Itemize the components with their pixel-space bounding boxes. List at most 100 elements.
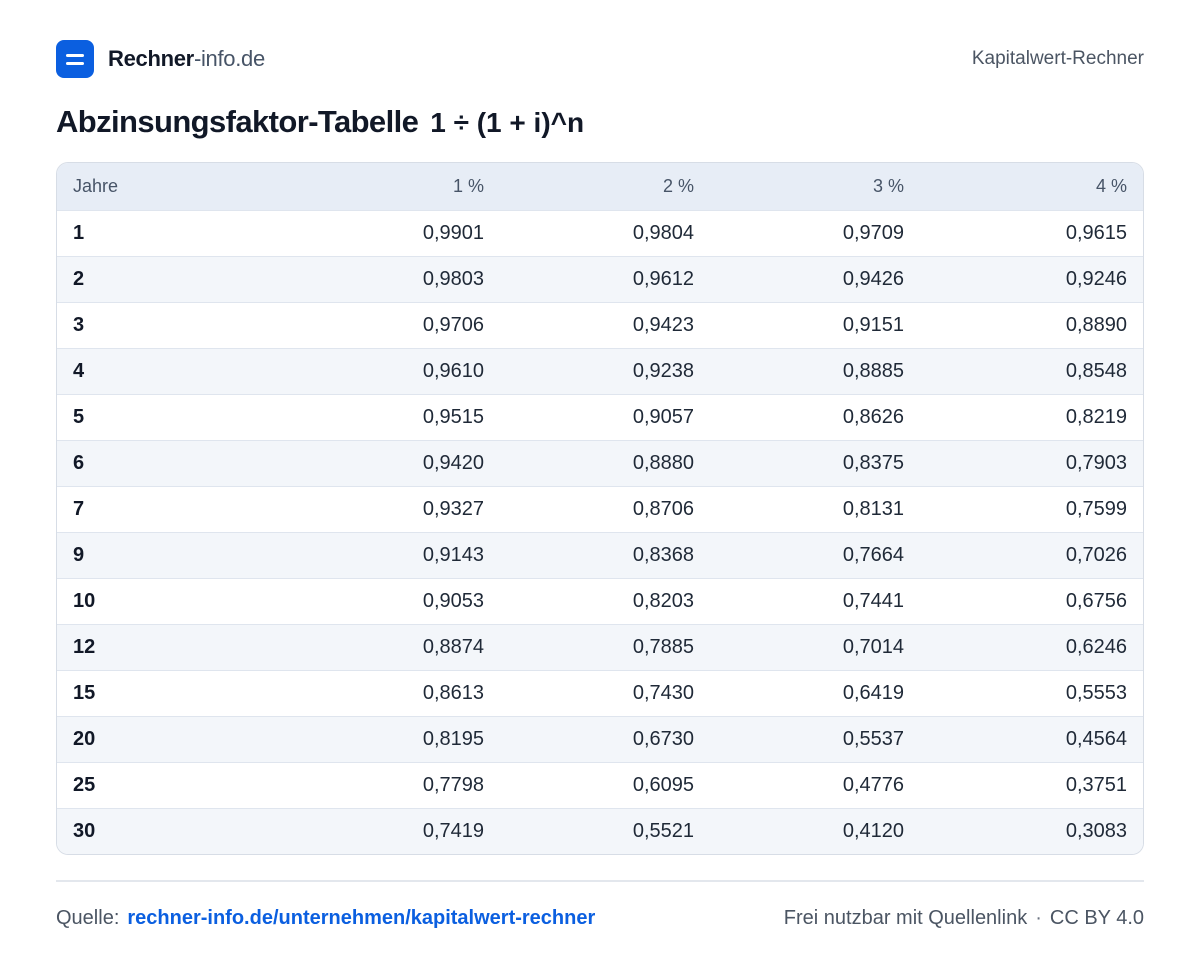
- brand-name: Rechner-info.de: [108, 46, 265, 72]
- footer-divider: [56, 880, 1144, 882]
- discount-factor-table: Jahre 1 % 2 % 3 % 4 % 1 0,9901 0,9804 0,970…: [56, 162, 1144, 855]
- cell-factor: 0,9143: [290, 532, 500, 579]
- cell-factor: 0,8880: [500, 440, 710, 487]
- title-row: Abzinsungsfaktor-Tabelle 1 ÷ (1 + i)^n: [56, 104, 584, 148]
- cell-factor: 0,5537: [710, 716, 920, 763]
- cell-factor: 0,5553: [920, 670, 1143, 717]
- cell-year: 20: [57, 716, 290, 763]
- cell-year: 12: [57, 624, 290, 671]
- cell-factor: 0,9615: [920, 210, 1143, 257]
- cell-factor: 0,8885: [710, 348, 920, 395]
- page-header: Rechner-info.de Kapitalwert-Rechner: [56, 40, 1144, 78]
- cell-factor: 0,8890: [920, 302, 1143, 349]
- cell-year: 25: [57, 762, 290, 809]
- column-header-2-percent: 2 %: [500, 163, 710, 211]
- table-row: 30 0,7419 0,5521 0,4120 0,3083: [57, 808, 1143, 854]
- cell-factor: 0,9327: [290, 486, 500, 533]
- column-header-3-percent: 3 %: [710, 163, 920, 211]
- cell-factor: 0,3083: [920, 808, 1143, 854]
- table-row: 6 0,9420 0,8880 0,8375 0,7903: [57, 440, 1143, 487]
- cell-year: 30: [57, 808, 290, 854]
- cell-factor: 0,7599: [920, 486, 1143, 533]
- cell-factor: 0,8375: [710, 440, 920, 487]
- cell-factor: 0,8626: [710, 394, 920, 441]
- cell-factor: 0,9151: [710, 302, 920, 349]
- source-link[interactable]: rechner-info.de/unternehmen/kapitalwert-…: [127, 906, 596, 929]
- cell-factor: 0,5521: [500, 808, 710, 854]
- cell-year: 4: [57, 348, 290, 395]
- cell-factor: 0,8368: [500, 532, 710, 579]
- source: Quelle: rechner-info.de/unternehmen/kapit…: [56, 907, 595, 930]
- source-label: Quelle:: [56, 906, 120, 929]
- cell-factor: 0,9423: [500, 302, 710, 349]
- cell-factor: 0,6246: [920, 624, 1143, 671]
- cell-factor: 0,7026: [920, 532, 1143, 579]
- cell-factor: 0,9804: [500, 210, 710, 257]
- cell-factor: 0,7885: [500, 624, 710, 671]
- page-footer: Quelle: rechner-info.de/unternehmen/kapit…: [56, 900, 1144, 936]
- license: Frei nutzbar mit Quellenlink · CC BY 4.0: [784, 907, 1144, 930]
- cell-factor: 0,9709: [710, 210, 920, 257]
- cell-factor: 0,7664: [710, 532, 920, 579]
- cell-factor: 0,9803: [290, 256, 500, 303]
- cell-year: 2: [57, 256, 290, 303]
- cell-factor: 0,7798: [290, 762, 500, 809]
- cell-factor: 0,8203: [500, 578, 710, 625]
- cell-factor: 0,9053: [290, 578, 500, 625]
- cell-factor: 0,4120: [710, 808, 920, 854]
- cell-factor: 0,8874: [290, 624, 500, 671]
- table: Jahre 1 % 2 % 3 % 4 % 1 0,9901 0,9804 0,970…: [57, 163, 1143, 854]
- cell-factor: 0,9515: [290, 394, 500, 441]
- calculator-label: Kapitalwert-Rechner: [971, 48, 1144, 69]
- cell-factor: 0,4564: [920, 716, 1143, 763]
- cell-factor: 0,4776: [710, 762, 920, 809]
- cell-factor: 0,6419: [710, 670, 920, 717]
- cell-factor: 0,8548: [920, 348, 1143, 395]
- cell-year: 5: [57, 394, 290, 441]
- table-row: 5 0,9515 0,9057 0,8626 0,8219: [57, 394, 1143, 441]
- brand-name-bold: Rechner: [108, 46, 194, 71]
- table-row: 12 0,8874 0,7885 0,7014 0,6246: [57, 624, 1143, 671]
- table-row: 3 0,9706 0,9423 0,9151 0,8890: [57, 302, 1143, 349]
- cell-factor: 0,9420: [290, 440, 500, 487]
- cell-factor: 0,6095: [500, 762, 710, 809]
- cell-factor: 0,8706: [500, 486, 710, 533]
- license-separator: ·: [1035, 906, 1042, 929]
- table-row: 9 0,9143 0,8368 0,7664 0,7026: [57, 532, 1143, 579]
- table-row: 7 0,9327 0,8706 0,8131 0,7599: [57, 486, 1143, 533]
- cell-year: 10: [57, 578, 290, 625]
- cell-factor: 0,9901: [290, 210, 500, 257]
- cell-year: 15: [57, 670, 290, 717]
- table-row: 20 0,8195 0,6730 0,5537 0,4564: [57, 716, 1143, 763]
- cell-factor: 0,9426: [710, 256, 920, 303]
- cell-year: 9: [57, 532, 290, 579]
- table-row: 2 0,9803 0,9612 0,9426 0,9246: [57, 256, 1143, 303]
- license-text: Frei nutzbar mit Quellenlink: [783, 906, 1028, 929]
- license-name: CC BY 4.0: [1049, 906, 1144, 929]
- cell-year: 6: [57, 440, 290, 487]
- brand[interactable]: Rechner-info.de: [56, 40, 265, 78]
- cell-year: 3: [57, 302, 290, 349]
- cell-factor: 0,7014: [710, 624, 920, 671]
- cell-factor: 0,8613: [290, 670, 500, 717]
- formula: 1 ÷ (1 + i)^n: [430, 107, 585, 138]
- cell-factor: 0,6730: [500, 716, 710, 763]
- column-header-1-percent: 1 %: [290, 163, 500, 211]
- cell-factor: 0,3751: [920, 762, 1143, 809]
- table-row: 4 0,9610 0,9238 0,8885 0,8548: [57, 348, 1143, 395]
- cell-factor: 0,7903: [920, 440, 1143, 487]
- header-row: Jahre 1 % 2 % 3 % 4 %: [57, 163, 1143, 211]
- cell-year: 1: [57, 210, 290, 257]
- cell-factor: 0,9057: [500, 394, 710, 441]
- cell-factor: 0,9706: [290, 302, 500, 349]
- cell-factor: 0,6756: [920, 578, 1143, 625]
- cell-factor: 0,9610: [290, 348, 500, 395]
- cell-factor: 0,9612: [500, 256, 710, 303]
- table-row: 10 0,9053 0,8203 0,7441 0,6756: [57, 578, 1143, 625]
- cell-factor: 0,8131: [710, 486, 920, 533]
- table-body: 1 0,9901 0,9804 0,9709 0,9615 2 0,9803 0,9612 0,…: [57, 210, 1143, 854]
- page-title: Abzinsungsfaktor-Tabelle: [56, 104, 419, 139]
- cell-factor: 0,8219: [920, 394, 1143, 441]
- cell-factor: 0,7441: [710, 578, 920, 625]
- cell-factor: 0,9238: [500, 348, 710, 395]
